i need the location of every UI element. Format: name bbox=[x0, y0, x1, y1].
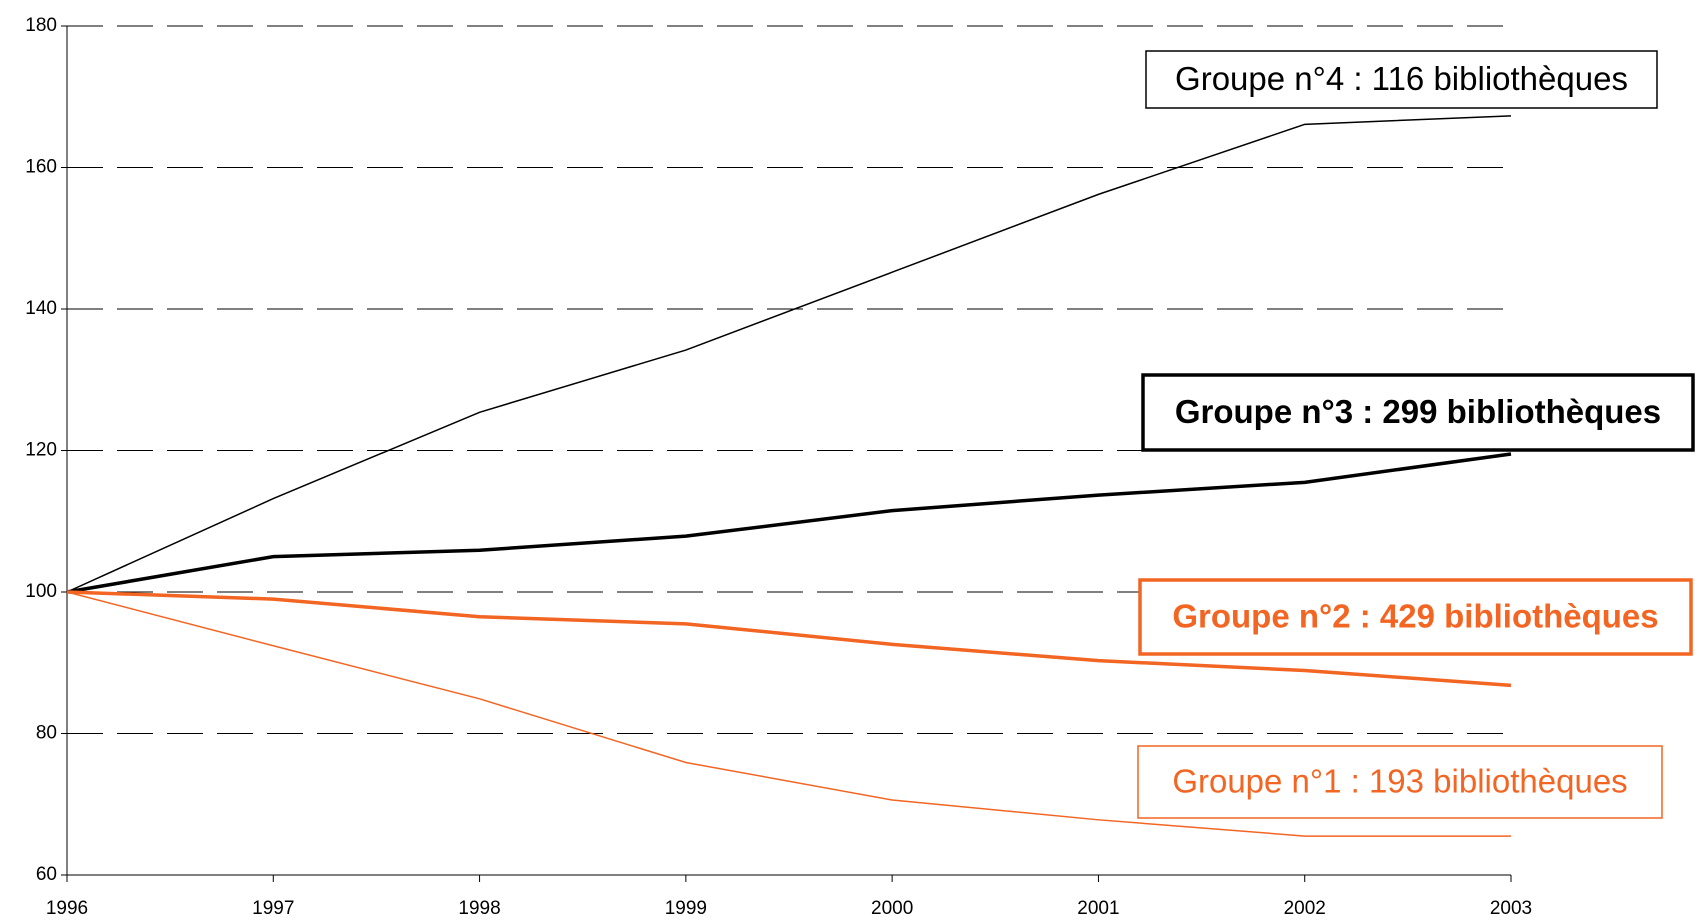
y-tick-label: 120 bbox=[25, 440, 57, 461]
series-line bbox=[66, 591, 1511, 837]
legend-label: Groupe n°1 : 193 bibliothèques bbox=[1172, 763, 1627, 800]
legend-box bbox=[1138, 578, 1693, 656]
legend-label: Groupe n°2 : 429 bibliothèques bbox=[1172, 598, 1658, 635]
legend-box bbox=[1141, 373, 1695, 452]
y-tick-label: 140 bbox=[25, 298, 57, 319]
x-tick-label: 2003 bbox=[1490, 898, 1532, 919]
series-line bbox=[66, 452, 1512, 594]
y-tick-label: 80 bbox=[36, 723, 57, 744]
legend-label: Groupe n°4 : 116 bibliothèques bbox=[1175, 60, 1628, 97]
x-tick-label: 2002 bbox=[1284, 898, 1326, 919]
legend-box bbox=[1137, 745, 1663, 819]
legend-box bbox=[1145, 50, 1658, 109]
legend-label: Groupe n°3 : 299 bibliothèques bbox=[1175, 393, 1661, 430]
y-tick-label: 60 bbox=[36, 864, 57, 885]
x-tick-label: 2000 bbox=[871, 898, 913, 919]
y-tick-label: 160 bbox=[25, 157, 57, 178]
y-tick-label: 180 bbox=[25, 15, 57, 36]
x-tick-label: 1997 bbox=[252, 898, 294, 919]
y-tick-label: 100 bbox=[25, 581, 57, 602]
series-line bbox=[66, 590, 1512, 688]
x-tick-label: 2001 bbox=[1077, 898, 1119, 919]
series-line bbox=[66, 115, 1512, 593]
x-tick-label: 1999 bbox=[665, 898, 707, 919]
x-tick-label: 1998 bbox=[458, 898, 500, 919]
x-tick-label: 1996 bbox=[46, 898, 88, 919]
